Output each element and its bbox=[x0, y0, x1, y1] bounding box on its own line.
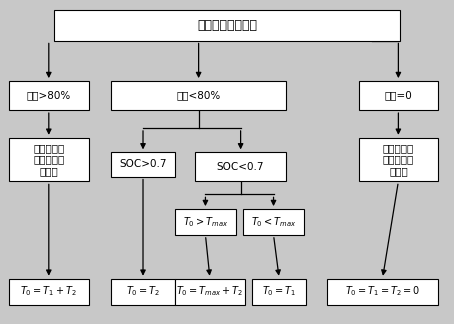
Text: 开度>80%: 开度>80% bbox=[27, 91, 71, 100]
FancyBboxPatch shape bbox=[175, 209, 236, 235]
FancyBboxPatch shape bbox=[54, 10, 400, 40]
Text: $T_0=T_{max}+T_2$: $T_0=T_{max}+T_2$ bbox=[177, 285, 243, 298]
Text: $T_0=T_1$: $T_0=T_1$ bbox=[262, 285, 296, 298]
FancyBboxPatch shape bbox=[252, 279, 306, 305]
Text: SOC>0.7: SOC>0.7 bbox=[119, 159, 167, 169]
Text: $T_0<T_{max}$: $T_0<T_{max}$ bbox=[251, 215, 296, 229]
FancyBboxPatch shape bbox=[9, 81, 89, 110]
FancyBboxPatch shape bbox=[9, 138, 89, 181]
Text: 再生制动，
机械制动同
时工作: 再生制动， 机械制动同 时工作 bbox=[33, 143, 64, 176]
FancyBboxPatch shape bbox=[175, 279, 245, 305]
Text: 开度<80%: 开度<80% bbox=[177, 91, 221, 100]
FancyBboxPatch shape bbox=[195, 152, 286, 181]
Text: $T_0>T_{max}$: $T_0>T_{max}$ bbox=[183, 215, 228, 229]
Text: $T_0=T_2$: $T_0=T_2$ bbox=[126, 285, 160, 298]
FancyBboxPatch shape bbox=[111, 279, 175, 305]
FancyBboxPatch shape bbox=[111, 152, 175, 177]
Text: 确定制动蹏板开度: 确定制动蹏板开度 bbox=[197, 18, 257, 32]
Text: 再生制动，
机械制动均
不工作: 再生制动， 机械制动均 不工作 bbox=[383, 143, 414, 176]
FancyBboxPatch shape bbox=[111, 81, 286, 110]
Text: $T_0=T_1=T_2=0$: $T_0=T_1=T_2=0$ bbox=[345, 285, 420, 298]
FancyBboxPatch shape bbox=[327, 279, 438, 305]
FancyBboxPatch shape bbox=[243, 209, 304, 235]
FancyBboxPatch shape bbox=[359, 81, 438, 110]
Text: 开度=0: 开度=0 bbox=[385, 91, 412, 100]
Text: SOC<0.7: SOC<0.7 bbox=[217, 162, 264, 172]
Text: $T_0=T_1+T_2$: $T_0=T_1+T_2$ bbox=[20, 285, 77, 298]
FancyBboxPatch shape bbox=[9, 279, 89, 305]
FancyBboxPatch shape bbox=[359, 138, 438, 181]
